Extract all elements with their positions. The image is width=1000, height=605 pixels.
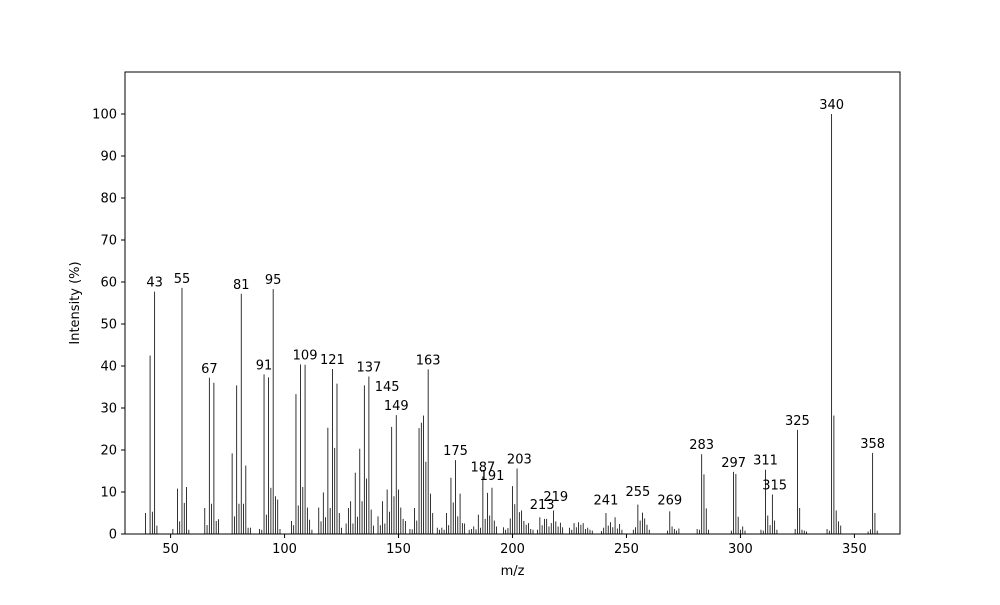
peak-label: 340 xyxy=(819,98,844,113)
peak-label: 219 xyxy=(543,490,568,505)
x-axis-label: m/z xyxy=(501,564,525,579)
y-tick-label: 60 xyxy=(100,276,117,291)
peak-label: 325 xyxy=(785,414,810,429)
peak-label: 95 xyxy=(265,273,282,288)
peak-label: 203 xyxy=(507,452,532,467)
x-tick-label: 250 xyxy=(614,542,639,557)
peak-label: 121 xyxy=(320,353,345,368)
y-tick-label: 80 xyxy=(100,192,117,207)
peak-label: 315 xyxy=(762,479,787,494)
peak-label: 55 xyxy=(174,272,191,287)
y-tick-label: 100 xyxy=(92,108,117,123)
peak-label: 311 xyxy=(753,454,778,469)
x-tick-label: 350 xyxy=(842,542,867,557)
x-tick-label: 200 xyxy=(500,542,525,557)
y-axis-label: Intensity (%) xyxy=(68,261,83,344)
peak-label: 175 xyxy=(443,444,468,459)
peak-label: 187 xyxy=(470,460,495,475)
peak-label: 163 xyxy=(416,353,441,368)
y-tick-label: 20 xyxy=(100,444,117,459)
y-axis: 0 10 20 30 40 50 60 70 80 90 100 xyxy=(92,108,125,543)
peak-label: 297 xyxy=(721,456,746,471)
peak-label: 269 xyxy=(657,494,682,509)
x-tick-label: 150 xyxy=(386,542,411,557)
plot-frame xyxy=(124,71,901,535)
peak-label: 191 xyxy=(480,469,505,484)
y-tick-label: 30 xyxy=(100,402,117,417)
peak-bars xyxy=(145,114,878,534)
y-tick-label: 90 xyxy=(100,150,117,165)
y-tick-label: 0 xyxy=(109,528,117,543)
peak-label: 81 xyxy=(233,278,250,293)
peak-label: 255 xyxy=(625,485,650,500)
y-tick-label: 40 xyxy=(100,360,117,375)
peak-label: 109 xyxy=(293,349,318,364)
y-tick-label: 10 xyxy=(100,486,117,501)
peak-label: 137 xyxy=(356,361,381,376)
peak-label: 149 xyxy=(384,399,409,414)
peak-label: 145 xyxy=(375,380,400,395)
peak-label: 91 xyxy=(256,358,273,373)
peak-label: 241 xyxy=(594,494,619,509)
peak-label: 213 xyxy=(530,498,555,513)
peak-label: 358 xyxy=(860,437,885,452)
x-axis: 50 100 150 200 250 300 350 xyxy=(162,534,867,557)
peak-label: 43 xyxy=(146,276,163,291)
peak-label: 283 xyxy=(689,438,714,453)
y-tick-label: 50 xyxy=(100,318,117,333)
x-tick-label: 100 xyxy=(272,542,297,557)
peak-label: 67 xyxy=(201,362,218,377)
x-tick-label: 50 xyxy=(162,542,179,557)
y-tick-label: 70 xyxy=(100,234,117,249)
x-tick-label: 300 xyxy=(728,542,753,557)
